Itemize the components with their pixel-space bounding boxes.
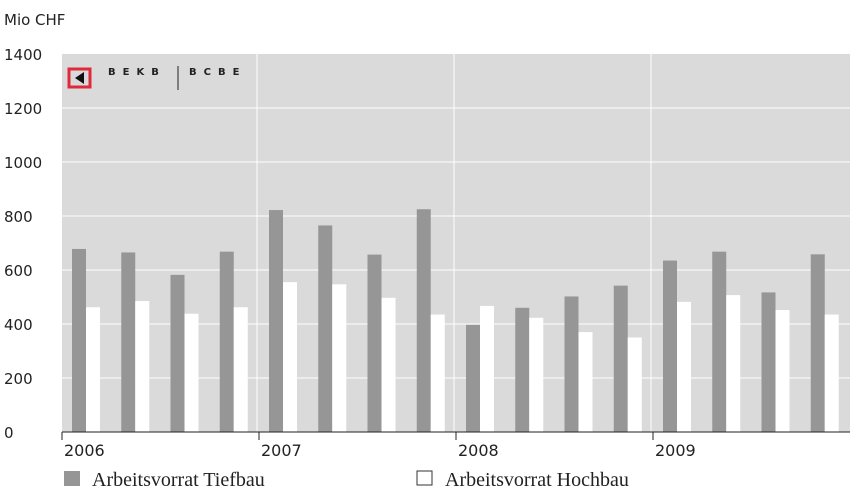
legend-label-tiefbau: Arbeitsvorrat Tiefbau xyxy=(92,469,265,491)
y-axis-label: Mio CHF xyxy=(4,11,65,29)
bar-tiefbau xyxy=(810,254,825,432)
bar-hochbau xyxy=(726,295,741,432)
bar-tiefbau xyxy=(416,209,431,432)
legend-swatch-hochbau xyxy=(416,470,433,486)
bar-tiefbau xyxy=(712,251,727,432)
y-tick-label: 800 xyxy=(4,208,33,226)
bar-tiefbau xyxy=(564,296,579,432)
bar-hochbau xyxy=(529,317,544,432)
y-tick-label: 600 xyxy=(4,262,33,280)
bar-tiefbau xyxy=(466,324,480,432)
bar-tiefbau xyxy=(318,225,333,432)
bar-hochbau xyxy=(283,282,297,432)
bar-tiefbau xyxy=(121,252,136,432)
y-tick-label: 400 xyxy=(4,316,33,334)
y-tick-label: 1200 xyxy=(4,100,42,118)
year-label: 2006 xyxy=(64,441,105,460)
bar-hochbau xyxy=(775,309,790,432)
logo-text-right: BCBE xyxy=(189,67,246,78)
year-labels: 2006 2007 2008 2009 xyxy=(61,431,850,460)
bar-tiefbau xyxy=(515,307,530,432)
bar-tiefbau xyxy=(367,254,382,432)
bar-tiefbau xyxy=(170,274,185,432)
logo-box xyxy=(67,67,92,89)
bar-hochbau xyxy=(184,313,199,432)
legend: Arbeitsvorrat Tiefbau Arbeitsvorrat Hoch… xyxy=(64,469,629,491)
y-tick-label: 1400 xyxy=(4,46,42,64)
bar-hochbau xyxy=(430,314,445,432)
legend-swatch-tiefbau xyxy=(64,471,80,486)
y-tick-label: 0 xyxy=(4,424,14,442)
year-label: 2007 xyxy=(261,441,302,460)
bar-hochbau xyxy=(135,301,150,432)
y-tick-labels: 0 200 400 600 800 1000 1200 1400 xyxy=(4,46,42,442)
bar-hochbau xyxy=(627,337,642,432)
bar-hochbau xyxy=(480,305,494,432)
bar-tiefbau xyxy=(613,285,628,432)
year-label: 2008 xyxy=(458,441,499,460)
bar-tiefbau xyxy=(761,292,776,432)
bar-hochbau xyxy=(86,307,100,432)
legend-label-hochbau: Arbeitsvorrat Hochbau xyxy=(445,469,629,491)
bar-hochbau xyxy=(824,314,839,432)
bar-hochbau xyxy=(677,301,691,432)
y-tick-label: 200 xyxy=(4,370,33,388)
logo-arrow-icon xyxy=(75,72,84,84)
bar-hochbau xyxy=(381,297,396,432)
bar-tiefbau xyxy=(269,210,283,432)
bar-hochbau xyxy=(332,284,347,432)
year-label: 2009 xyxy=(655,441,696,460)
y-tick-label: 1000 xyxy=(4,154,42,172)
bekb-logo: BEKB BCBE xyxy=(67,66,246,90)
bars xyxy=(72,209,839,432)
bar-hochbau xyxy=(578,332,593,432)
bar-tiefbau xyxy=(219,251,234,432)
logo-text-left: BEKB xyxy=(108,67,166,78)
bar-tiefbau xyxy=(663,260,677,432)
bar-hochbau xyxy=(233,307,248,432)
bar-tiefbau xyxy=(72,248,86,432)
